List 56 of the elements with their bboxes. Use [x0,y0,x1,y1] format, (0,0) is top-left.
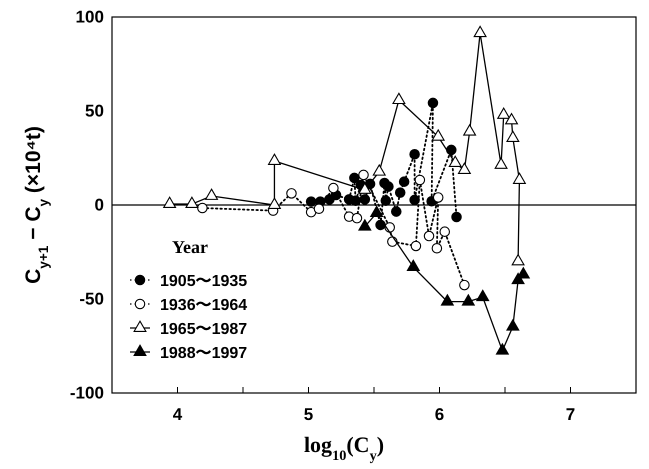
point [432,192,444,203]
point [268,198,281,209]
point [352,212,362,224]
y-tick-label: -50 [79,289,104,308]
point [512,254,525,266]
point [414,174,426,186]
point [358,170,369,180]
point [380,195,392,206]
point [185,196,198,208]
point [409,148,420,160]
point [496,343,509,355]
point [406,260,420,271]
point [446,144,457,156]
point [391,206,402,217]
point [383,181,394,192]
y-tick-label: -100 [70,383,104,402]
point [451,212,462,222]
y-tick-label: 100 [76,7,104,26]
point [398,176,410,187]
x-axis-title: log$_{10}$(C$_{y}$) [304,432,384,464]
point [394,187,406,198]
point [358,219,372,231]
point [506,319,520,331]
x-tick-label: 5 [304,404,314,424]
point [428,98,438,108]
point [439,226,450,237]
x-tick-label: 4 [172,404,183,424]
legend-label: 1988〜1997 [160,345,248,362]
point [163,196,176,208]
point [314,204,324,214]
point [358,182,372,194]
point [328,182,339,194]
y-tick-label: 0 [94,195,104,214]
legend-title: Year [172,237,208,257]
point [424,230,434,242]
legend-label: 1965〜1987 [160,321,248,338]
point [409,194,420,206]
point [459,280,470,290]
legend-label: 1936〜1964 [160,297,248,314]
point [476,290,490,302]
point [197,202,208,214]
point [306,196,316,207]
point [410,240,422,252]
point [432,242,442,254]
point [349,172,360,184]
point [205,188,218,200]
point [462,294,475,306]
y-tick-label: 50 [84,101,104,120]
point [370,206,384,218]
x-tick-label: 7 [566,404,576,424]
point [360,194,370,205]
point [306,206,316,218]
x-tick-label: 6 [434,404,444,424]
point [286,188,297,199]
point [440,294,454,306]
legend-label: 1905〜1935 [160,273,248,290]
